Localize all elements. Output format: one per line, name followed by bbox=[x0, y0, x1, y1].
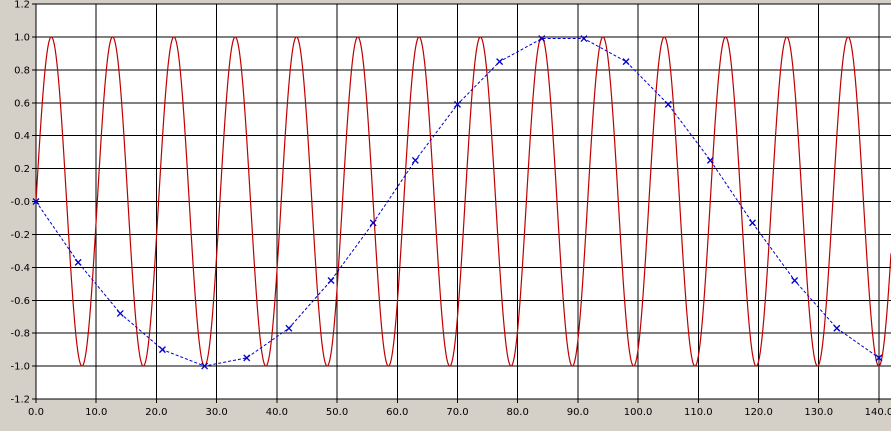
x-tick-label: 0.0 bbox=[28, 407, 44, 418]
x-tick-label: 100.0 bbox=[624, 407, 653, 418]
data-point-marker bbox=[580, 35, 588, 43]
x-tick-label: 110.0 bbox=[684, 407, 713, 418]
data-point-marker bbox=[833, 324, 841, 332]
data-point-marker bbox=[327, 277, 335, 284]
data-point-marker bbox=[664, 100, 672, 108]
data-point-marker bbox=[158, 346, 166, 354]
y-tick-label: -0.6 bbox=[10, 296, 30, 307]
data-point-marker bbox=[875, 354, 883, 362]
y-tick-label: -1.2 bbox=[10, 395, 30, 406]
y-tick-label: 0.2 bbox=[14, 164, 30, 175]
x-tick-label: 10.0 bbox=[85, 407, 107, 418]
y-axis-ticks: 1.2 1.0 0.8 0.6 0.4 0.2 -0.0 -0.2 -0.4 -0.6 -0.8 -1… bbox=[10, 0, 36, 406]
data-point-marker bbox=[369, 219, 377, 227]
y-tick-label: 1.2 bbox=[14, 0, 30, 11]
x-tick-label: 140.0 bbox=[865, 407, 891, 418]
x-tick-label: 20.0 bbox=[145, 407, 167, 418]
x-tick-label: 130.0 bbox=[804, 407, 833, 418]
y-tick-label: -1.0 bbox=[10, 362, 30, 373]
x-axis-ticks: 0.0 10.0 20.0 30.0 40.0 50.0 60.0 70.0 80.0 90.0 1… bbox=[28, 399, 891, 418]
data-point-marker bbox=[791, 277, 799, 284]
x-tick-label: 80.0 bbox=[507, 407, 529, 418]
data-point-marker bbox=[201, 362, 209, 370]
data-point-marker bbox=[74, 258, 82, 266]
y-tick-label: 0.6 bbox=[14, 98, 30, 109]
data-point-marker bbox=[454, 100, 461, 108]
y-tick-label: 0.4 bbox=[14, 131, 30, 142]
x-tick-label: 40.0 bbox=[266, 407, 288, 418]
data-point-marker bbox=[706, 156, 714, 164]
x-tick-label: 120.0 bbox=[744, 407, 773, 418]
data-point-marker bbox=[285, 324, 293, 332]
y-tick-label: -0.0 bbox=[10, 197, 30, 208]
x-tick-label: 30.0 bbox=[206, 407, 228, 418]
data-point-marker bbox=[749, 219, 756, 227]
y-tick-label: -0.2 bbox=[10, 230, 30, 241]
data-point-marker bbox=[622, 58, 630, 66]
data-point-marker bbox=[496, 58, 504, 66]
data-point-marker bbox=[243, 354, 251, 362]
y-tick-label: -0.8 bbox=[10, 329, 30, 340]
y-tick-label: 0.8 bbox=[14, 65, 30, 76]
x-tick-label: 60.0 bbox=[386, 407, 408, 418]
series-layer bbox=[32, 35, 891, 370]
x-tick-label: 50.0 bbox=[326, 407, 348, 418]
data-point-marker bbox=[32, 198, 40, 205]
x-tick-label: 70.0 bbox=[446, 407, 468, 418]
y-tick-label: -0.4 bbox=[10, 263, 30, 274]
series-line-sine bbox=[35, 36, 891, 367]
x-tick-label: 90.0 bbox=[567, 407, 589, 418]
y-tick-label: 1.0 bbox=[14, 32, 30, 43]
data-point-marker bbox=[538, 35, 546, 43]
grid-lines bbox=[35, 3, 891, 400]
data-point-marker bbox=[411, 156, 419, 164]
data-point-marker bbox=[116, 309, 124, 317]
